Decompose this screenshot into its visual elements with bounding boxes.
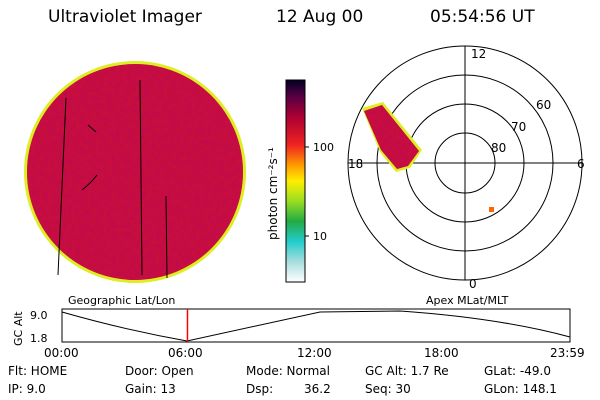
- polar-label-12: 12: [471, 47, 487, 61]
- orbit-x-tick-0600: 06:00: [168, 346, 203, 360]
- info-gc-alt: GC Alt: 1.7 Re: [365, 364, 449, 378]
- orbit-y-axis-label: GC Alt: [12, 311, 25, 346]
- info-glat: GLat: -49.0: [484, 364, 551, 378]
- info-ip: IP: 9.0: [8, 382, 46, 396]
- earth-disk-image: [24, 61, 246, 283]
- polar-plot: [347, 45, 583, 281]
- orbit-x-tick-1800: 18:00: [424, 346, 459, 360]
- disk-texture: [27, 64, 243, 280]
- meridian-line: [57, 97, 67, 276]
- coastline-line: [87, 124, 97, 133]
- orbit-x-tick-1200: 12:00: [297, 346, 332, 360]
- info-dsp-value: 36.2: [304, 382, 331, 396]
- orbit-x-tick-2359: 23:59: [550, 346, 585, 360]
- meridian-line: [139, 79, 143, 276]
- orbit-plot-frame: [61, 308, 571, 343]
- orbit-right-caption: Apex MLat/MLT: [426, 294, 509, 307]
- info-dsp-label: Dsp:: [246, 382, 274, 396]
- meridian-line: [165, 195, 168, 279]
- orbit-x-tick-0000: 00:00: [44, 346, 79, 360]
- polar-label-18: 18: [348, 157, 364, 171]
- coastline-line: [81, 174, 98, 191]
- orbit-left-caption: Geographic Lat/Lon: [68, 294, 176, 307]
- time-label: 05:54:56 UT: [430, 7, 535, 27]
- info-flt: Flt: HOME: [8, 364, 68, 378]
- polar-label-6: 6: [577, 157, 585, 171]
- polar-circle-label-80: 80: [491, 141, 507, 155]
- aurora-spot: [489, 207, 494, 212]
- orbit-y-tick-high: 9.0: [30, 309, 48, 322]
- colorbar-tick-label-100: 100: [313, 141, 334, 154]
- app-title: Ultraviolet Imager: [48, 7, 202, 27]
- info-gain: Gain: 13: [125, 382, 176, 396]
- info-glon: GLon: 148.1: [484, 382, 557, 396]
- polar-circle-label-70: 70: [511, 120, 527, 134]
- info-seq: Seq: 30: [365, 382, 411, 396]
- colorbar-unit-label: photon cm⁻²s⁻¹: [266, 147, 280, 240]
- aurora-region-texture: [364, 105, 419, 169]
- colorbar: [285, 79, 306, 283]
- colorbar-tick-label-10: 10: [313, 230, 327, 243]
- info-door: Door: Open: [125, 364, 194, 378]
- orbit-y-tick-low: 1.8: [30, 332, 48, 345]
- orbit-altitude-curve: [61, 310, 571, 342]
- info-mode: Mode: Normal: [246, 364, 330, 378]
- date-label: 12 Aug 00: [276, 7, 364, 27]
- polar-circle-label-60: 60: [536, 98, 552, 112]
- polar-label-0: 0: [469, 277, 477, 291]
